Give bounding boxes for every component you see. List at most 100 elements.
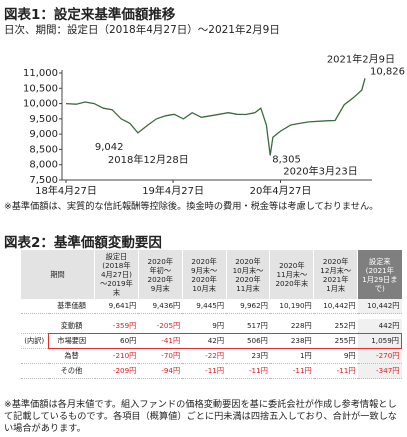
empty-cell (20, 299, 49, 314)
header-line: 9月末 (150, 283, 170, 293)
figure-subtitle: 日次、期間：設定日（2018年4月27日）～2021年2月9日 (4, 24, 280, 36)
row-label: その他 (48, 363, 95, 379)
header-line: 1月29日ま (362, 274, 398, 284)
table-cell: 1円 (269, 348, 314, 364)
row-label: 変動額 (48, 319, 95, 334)
header-line: 設定来 (369, 256, 391, 266)
table-cell: 9,436円 (138, 299, 183, 314)
y-tick-label: 11,000 (23, 68, 58, 79)
header-line: 2020年 (191, 256, 217, 266)
table-cell: 517円 (226, 319, 270, 334)
group-label: (内訳) (20, 333, 49, 349)
table-cell: 10,442円 (357, 299, 402, 314)
table-cell: 442円 (357, 319, 402, 334)
table-cell: 255円 (313, 333, 358, 349)
table: 期間 設定日 (2018年 4月27日) ～2019年末 2020年 年初～ 2020年 9月末… (19, 250, 402, 379)
table-cell: -94円 (138, 363, 183, 379)
row-label: 市場要因 (47, 333, 95, 349)
column-header: 2020年 9月末～ 2020年 10月末 (181, 250, 227, 299)
x-tick-label: 19年4月27日 (142, 184, 204, 197)
header-line: 2020年 (322, 256, 349, 266)
price-line (65, 78, 366, 156)
header-row: 期間 設定日 (2018年 4月27日) ～2019年末 2020年 年初～ 2020年 9月末… (19, 250, 402, 299)
header-line: 11月末 (236, 283, 260, 293)
column-header: 設定来 (2021年 1月29日ま で) (357, 250, 402, 299)
header-line: 2020年 (235, 274, 261, 284)
header-line: 2020年末 (275, 279, 309, 288)
y-tick-label: 9,500 (29, 114, 58, 125)
table-cell: -41円 (138, 333, 183, 349)
empty-cell (20, 348, 49, 364)
header-line: ～2019年 (100, 279, 133, 288)
figure-title: 図表2：基準価額変動要因 (4, 235, 162, 251)
column-header: 2020年 10月末～ 2020年 11月末 (225, 250, 270, 299)
corner-cell: 期間 (19, 250, 95, 299)
table-cell: 9円 (182, 319, 227, 334)
header-line: 11月末～ (276, 270, 308, 279)
y-tick-label: 9,000 (29, 129, 58, 140)
column-header: 2020年 12月末～ 2021年 1月末 (313, 250, 358, 299)
column-header: 2020年 年初～ 2020年 9月末 (137, 250, 183, 299)
table-cell: 1,059円 (357, 333, 402, 349)
table-row: (内訳) 市場要因 60円 -41円 42円 506円 238円 255円 1,059円 (20, 333, 402, 349)
table-row: その他 -209円 -94円 -11円 -11円 -11円 -11円 -347円 (20, 363, 402, 379)
callout-date: 2020年3月23日 (283, 164, 358, 177)
row-label: 基準価額 (48, 299, 95, 314)
chart: 7,500 8,000 8,500 9,000 9,500 10,000 10,500 11,… (23, 52, 405, 197)
figure-note: ※基準価額は、実質的な信託報酬等控除後。換金時の費用・税金等は考慮しておりません… (4, 201, 379, 212)
header-line: 2020年 (235, 256, 261, 266)
table-cell: 252円 (313, 319, 358, 334)
table-cell: 9,641円 (94, 299, 139, 314)
table-cell: -11円 (226, 363, 270, 379)
table-note: ※基準価額は各月末値です。組入ファンドの価格変動要因を基に委託会社が作成し参考情… (4, 399, 397, 434)
x-tick-label: 18年4月27日 (35, 184, 97, 197)
callout-date: 2018年12月28日 (108, 153, 189, 166)
header-line: で) (374, 283, 385, 293)
table-cell: -359円 (94, 319, 139, 334)
table-cell: 9円 (313, 348, 358, 364)
table-cell: -22円 (182, 348, 227, 364)
column-header: 2020年 11月末～ 2020年末 (269, 250, 314, 299)
table-cell: 42円 (182, 333, 227, 349)
callout-value: 10,826 (370, 66, 405, 77)
table-cell: -210円 (94, 348, 139, 364)
table-row: 基準価額 9,641円 9,436円 9,445円 9,962円 10,190円 10,44… (20, 299, 402, 314)
y-tick-label: 7,500 (29, 175, 58, 186)
table-cell: -11円 (182, 363, 227, 379)
header-line: 2020年 (147, 256, 174, 266)
table-cell: -70円 (138, 348, 183, 364)
header-line: 末 (112, 288, 121, 297)
table-cell: 9,962円 (226, 299, 270, 314)
y-tick-label: 10,000 (23, 99, 58, 110)
callout-date: 2021年2月9日 (327, 52, 395, 65)
y-tick-label: 8,000 (29, 160, 58, 171)
header-line: 4月27日) (100, 270, 132, 279)
header-line: 12月末～ (320, 265, 352, 275)
table-row: 為替 -210円 -70円 -22円 23円 1円 9円 -270円 (20, 348, 402, 364)
table-cell: -347円 (357, 363, 402, 379)
header-line: 設定日 (105, 252, 128, 261)
header-line: 2021年 (322, 274, 349, 284)
callout-value: 9,042 (95, 142, 124, 153)
header-line: 1月末 (326, 283, 346, 293)
header-line: 9月末～ (191, 265, 218, 275)
callout-value: 8,305 (272, 154, 301, 165)
table-cell: 506円 (226, 333, 270, 349)
table-cell: 10,190円 (269, 299, 314, 314)
x-tick-label: 20年4月27日 (250, 184, 312, 197)
header-line: (2018年 (102, 261, 131, 270)
header-line: 年初～ (149, 265, 172, 275)
empty-cell (20, 363, 49, 379)
empty-cell (20, 319, 49, 334)
table-cell: 228円 (269, 319, 314, 334)
header-line: 2020年 (279, 261, 305, 270)
table-cell: -11円 (313, 363, 358, 379)
table-cell: 60円 (94, 333, 139, 349)
table-cell: -11円 (269, 363, 314, 379)
table-cell: 9,445円 (182, 299, 227, 314)
figure-title: 図表1：設定来基準価額推移 (4, 7, 176, 23)
header-line: 2020年 (191, 274, 217, 284)
table-cell: 10,442円 (313, 299, 358, 314)
header-line: 2020年 (147, 274, 174, 284)
